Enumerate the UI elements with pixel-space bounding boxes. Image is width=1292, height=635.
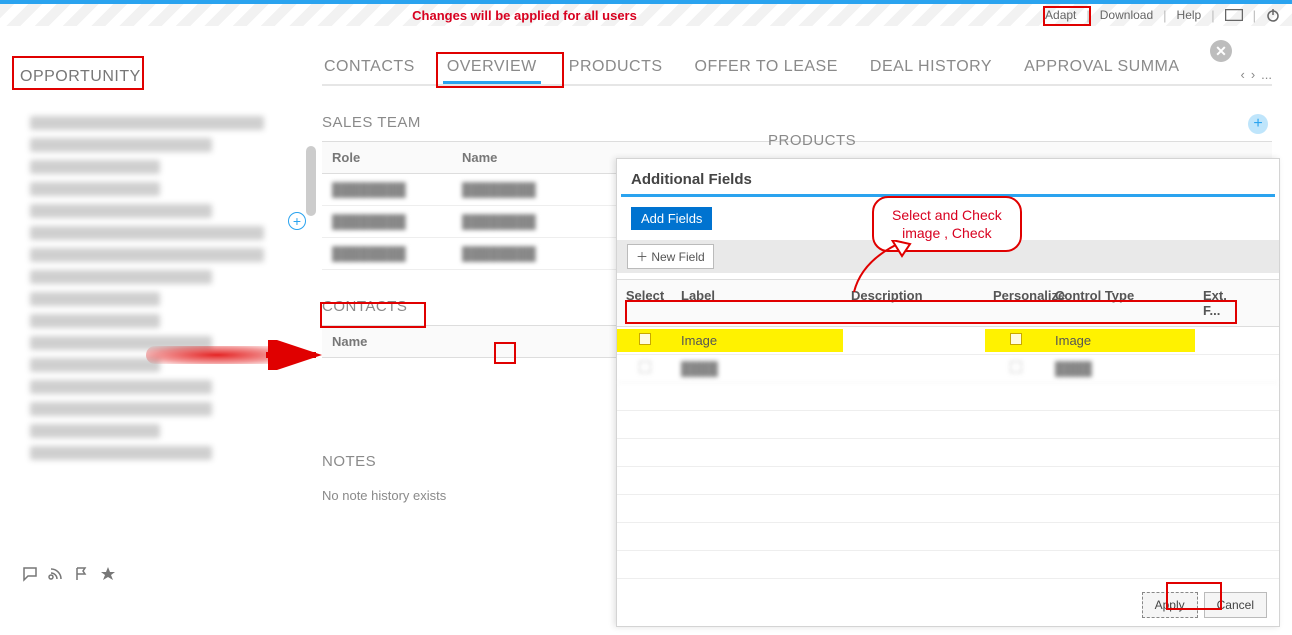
tab-offer-to-lease[interactable]: OFFER TO LEASE (693, 54, 840, 82)
fields-grid: Select Label Description Personalize Con… (617, 279, 1279, 579)
feed-icon[interactable] (48, 566, 64, 585)
panel-footer: Apply Cancel (1142, 592, 1267, 618)
table-row[interactable]: Image Image (617, 327, 1279, 355)
col-role: Role (322, 142, 452, 173)
products-title: PRODUCTS (768, 132, 856, 149)
add-fields-button[interactable]: Add Fields (631, 207, 712, 230)
tab-scroll-left-icon[interactable]: ‹ (1240, 67, 1244, 82)
table-row (617, 495, 1279, 523)
divider: | (1211, 8, 1214, 23)
left-pane: OPPORTUNITY + (10, 56, 310, 576)
new-field-button[interactable]: ＋ New Field (627, 244, 714, 269)
tab-overview[interactable]: OVERVIEW (445, 54, 539, 82)
topbar: Changes will be applied for all users Ad… (0, 0, 1292, 26)
add-section-icon[interactable]: + (1248, 114, 1268, 134)
row-control-type: Image (1047, 329, 1195, 352)
power-icon[interactable] (1262, 6, 1284, 24)
table-row: ████ ████ (617, 355, 1279, 383)
tab-approval-summary[interactable]: APPROVAL SUMMA (1022, 54, 1181, 82)
download-link[interactable]: Download (1096, 6, 1157, 24)
tab-contacts[interactable]: CONTACTS (322, 54, 417, 82)
fields-grid-header: Select Label Description Personalize Con… (617, 279, 1279, 327)
help-link[interactable]: Help (1173, 6, 1206, 24)
row-label: Image (673, 329, 843, 352)
star-icon[interactable] (100, 566, 116, 585)
divider: | (1163, 8, 1166, 23)
tab-bar: CONTACTS OVERVIEW PRODUCTS OFFER TO LEAS… (322, 52, 1272, 86)
footer-icons (22, 566, 116, 585)
callout-tail (852, 240, 912, 296)
left-blurred-content (10, 98, 310, 478)
adapt-banner: Changes will be applied for all users (8, 8, 1041, 23)
callout-line1: Select and Check (892, 206, 1002, 224)
sales-team-title: SALES TEAM (322, 114, 1272, 131)
table-row (617, 383, 1279, 411)
flag-icon[interactable] (74, 566, 90, 585)
comment-icon[interactable] (22, 566, 38, 585)
panel-title: Additional Fields (617, 159, 1279, 194)
arrow-icon (266, 340, 326, 370)
table-row (617, 439, 1279, 467)
apply-button[interactable]: Apply (1142, 592, 1198, 618)
tab-scroll-right-icon[interactable]: › (1251, 67, 1255, 82)
col-ext: Ext. F... (1195, 280, 1255, 326)
table-row (617, 411, 1279, 439)
divider: | (1086, 8, 1089, 23)
personalize-checkbox[interactable] (1010, 333, 1022, 345)
table-row (617, 523, 1279, 551)
divider: | (1253, 8, 1256, 23)
adapt-link[interactable]: Adapt (1041, 6, 1080, 24)
table-row (617, 551, 1279, 579)
table-row (617, 467, 1279, 495)
col-select: Select (617, 280, 673, 326)
tab-products[interactable]: PRODUCTS (567, 54, 665, 82)
tab-more[interactable]: ... (1261, 67, 1272, 82)
fullscreen-icon[interactable] (1221, 7, 1247, 23)
col-label: Label (673, 280, 843, 326)
topbar-tools: Adapt | Download | Help | | (1041, 6, 1284, 24)
select-checkbox[interactable] (639, 333, 651, 345)
cancel-button[interactable]: Cancel (1204, 592, 1267, 618)
tab-deal-history[interactable]: DEAL HISTORY (868, 54, 994, 82)
col-name: Name (452, 142, 602, 173)
new-field-label: New Field (651, 250, 704, 264)
opportunity-header: OPPORTUNITY (10, 56, 310, 98)
col-name: Name (322, 326, 462, 357)
col-personalize: Personalize (985, 280, 1047, 326)
col-control-type: Control Type (1047, 280, 1195, 326)
